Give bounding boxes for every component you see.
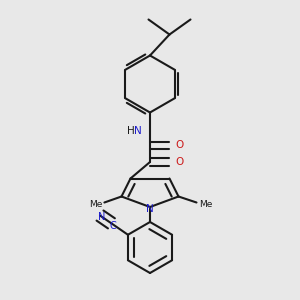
Text: O: O [175, 140, 184, 151]
Text: Me: Me [199, 200, 212, 209]
Text: H: H [127, 126, 134, 136]
Text: O: O [175, 157, 184, 167]
Text: Me: Me [89, 200, 102, 209]
Text: N: N [146, 204, 154, 214]
Text: C: C [110, 221, 116, 231]
Text: N: N [98, 212, 105, 222]
Text: N: N [134, 126, 141, 136]
